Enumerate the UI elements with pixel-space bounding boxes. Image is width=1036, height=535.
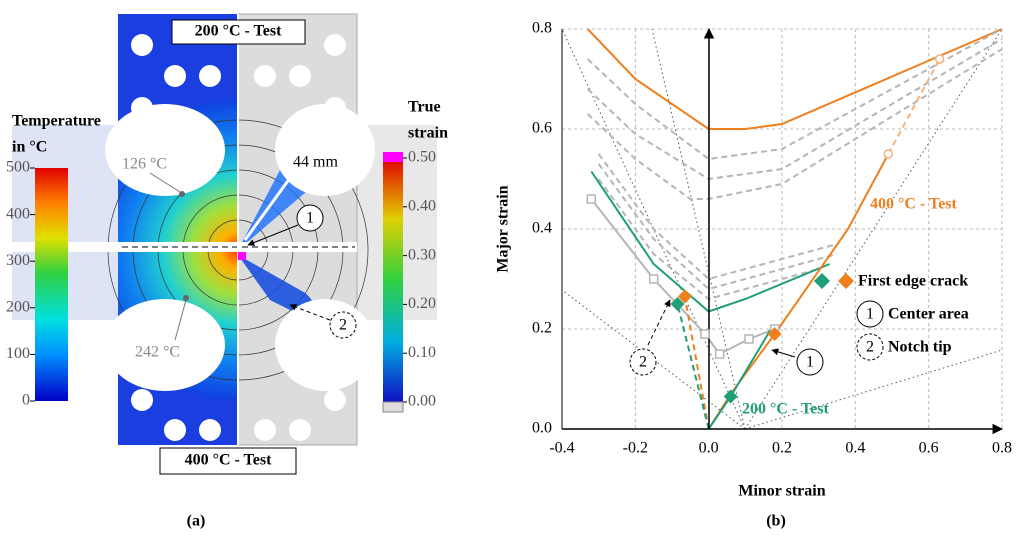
point-marker — [587, 195, 595, 203]
series-line — [678, 304, 709, 429]
probe-label: 242 °C — [135, 344, 180, 361]
colorbar-tick-label: 0.10 — [408, 344, 436, 361]
series-line — [599, 164, 837, 289]
caption: (b) — [766, 513, 786, 530]
colorbar-tick-label: 400 — [6, 205, 30, 222]
colorbar-tick-label: 0.40 — [408, 197, 436, 214]
series-line — [599, 154, 837, 279]
y-tick-label: 0.4 — [532, 220, 552, 237]
colorbar-tick-label: 0 — [22, 392, 30, 409]
arrow — [772, 350, 795, 357]
x-tick-label: -0.4 — [549, 440, 574, 457]
x-tick-label: 0.0 — [699, 440, 719, 457]
test-label: 400 °C - Test — [185, 452, 273, 469]
colorbar-title: in °C — [12, 139, 47, 156]
colorbar-cap — [383, 152, 403, 162]
strain-colorbar — [383, 158, 403, 402]
x-tick-label: 0.4 — [845, 440, 865, 457]
colorbar-title: strain — [408, 125, 448, 142]
x-tick-label: -0.2 — [623, 440, 648, 457]
point-marker — [936, 55, 944, 63]
colorbar-tick-label: 200 — [6, 298, 30, 315]
annotation: 200 °C - Test — [742, 401, 830, 418]
series-line — [588, 49, 1002, 199]
marker-label: 2 — [639, 354, 647, 371]
legend-symbol-label: 2 — [866, 339, 874, 356]
test-label: 200 °C - Test — [195, 23, 283, 40]
colorbar-tick-label: 0.20 — [408, 295, 436, 312]
marker-label: 1 — [306, 210, 314, 227]
colorbar-title: Temperature — [12, 113, 101, 130]
y-tick-label: 0.0 — [532, 420, 552, 437]
x-tick-label: 0.2 — [772, 440, 792, 457]
legend: First edge crack 1 Center area 2 Notch t… — [814, 273, 969, 360]
point-marker — [701, 330, 709, 338]
annotation: 400 °C - Test — [870, 196, 958, 213]
legend-label: First edge crack — [858, 273, 968, 290]
x-tick-label: 0.6 — [919, 440, 939, 457]
marker-label: 1 — [806, 354, 814, 371]
figure: 200 °C - Test 400 °C - Test Temperature … — [0, 0, 1036, 535]
series-line — [685, 297, 709, 430]
probe — [179, 191, 185, 197]
series-line — [591, 199, 774, 354]
panel-b — [562, 29, 1002, 429]
y-tick-label: 0.6 — [532, 120, 552, 137]
arrow — [648, 300, 670, 345]
point-marker — [745, 335, 753, 343]
panel-a: 200 °C - Test 400 °C - Test Temperature … — [12, 14, 448, 530]
colorbar-title: True — [408, 99, 441, 116]
y-tick-label: 0.2 — [532, 320, 552, 337]
legend-label: Notch tip — [888, 339, 952, 356]
y-axis-label: Major strain — [495, 185, 512, 272]
series-line — [888, 59, 939, 154]
max-strain — [238, 252, 246, 260]
point-marker — [884, 150, 892, 158]
x-tick-label: 0.8 — [992, 440, 1012, 457]
point-marker — [650, 275, 658, 283]
probe-label: 126 °C — [122, 156, 167, 173]
y-tick-label: 0.8 — [532, 20, 552, 37]
colorbar-tick-label: 100 — [6, 345, 30, 362]
legend-label: Center area — [888, 306, 969, 323]
caption: (a) — [187, 513, 206, 530]
colorbar-tick-label: 0.30 — [408, 246, 436, 263]
legend-symbol — [838, 273, 854, 289]
colorbar-tick-label: 0.00 — [408, 393, 436, 410]
colorbar-tick-label: 300 — [6, 252, 30, 269]
x-axis-label: Minor strain — [738, 483, 825, 500]
series-line — [588, 29, 1002, 159]
legend-symbol-label: 1 — [866, 306, 874, 323]
probe — [183, 295, 189, 301]
colorbar-cap — [383, 402, 403, 412]
temperature-colorbar — [35, 168, 68, 401]
distance-label: 44 mm — [293, 154, 338, 171]
colorbar-tick-label: 0.50 — [408, 149, 436, 166]
colorbar-tick-label: 500 — [6, 159, 30, 176]
marker-label: 2 — [339, 317, 347, 334]
point-marker — [716, 350, 724, 358]
series-line — [591, 172, 829, 312]
